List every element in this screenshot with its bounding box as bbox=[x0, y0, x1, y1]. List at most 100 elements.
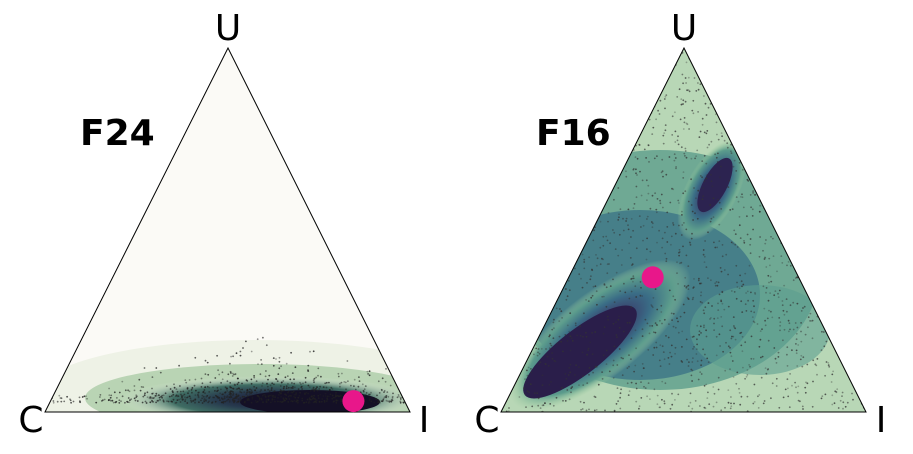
scatter-point bbox=[804, 386, 807, 389]
scatter-point bbox=[293, 386, 296, 389]
scatter-point bbox=[717, 302, 719, 305]
scatter-point bbox=[774, 357, 777, 360]
scatter-point bbox=[281, 401, 283, 403]
scatter-point bbox=[767, 299, 770, 302]
scatter-point bbox=[127, 389, 129, 392]
scatter-point bbox=[821, 330, 823, 333]
scatter-point bbox=[663, 402, 666, 405]
scatter-point bbox=[626, 382, 629, 385]
scatter-point bbox=[135, 396, 138, 399]
scatter-point bbox=[747, 299, 749, 302]
scatter-point bbox=[740, 395, 743, 398]
scatter-point bbox=[669, 351, 671, 354]
scatter-point bbox=[287, 386, 290, 389]
scatter-point bbox=[326, 397, 328, 400]
scatter-point bbox=[311, 395, 313, 398]
scatter-point bbox=[771, 316, 774, 319]
scatter-point bbox=[635, 196, 638, 199]
scatter-point bbox=[842, 401, 845, 404]
scatter-point bbox=[120, 400, 122, 403]
scatter-point bbox=[720, 409, 723, 412]
scatter-point bbox=[248, 392, 251, 395]
scatter-point bbox=[739, 237, 742, 240]
scatter-point bbox=[208, 397, 211, 399]
scatter-point bbox=[365, 394, 367, 396]
scatter-point bbox=[133, 397, 136, 400]
scatter-point bbox=[718, 333, 721, 336]
scatter-point bbox=[134, 399, 137, 402]
scatter-point bbox=[197, 396, 200, 399]
scatter-point bbox=[335, 392, 337, 394]
scatter-point bbox=[370, 400, 373, 403]
scatter-point bbox=[60, 400, 63, 403]
scatter-point bbox=[802, 408, 804, 410]
scatter-point bbox=[282, 380, 285, 382]
scatter-point bbox=[278, 360, 281, 363]
scatter-point bbox=[601, 257, 603, 260]
scatter-point bbox=[764, 324, 767, 327]
scatter-point bbox=[301, 388, 303, 390]
scatter-point bbox=[710, 317, 712, 319]
scatter-point bbox=[194, 401, 196, 404]
scatter-point bbox=[251, 398, 254, 400]
scatter-point bbox=[364, 385, 367, 387]
scatter-point bbox=[277, 373, 280, 375]
scatter-point bbox=[638, 215, 641, 218]
scatter-point bbox=[763, 400, 766, 402]
scatter-point bbox=[640, 226, 642, 228]
scatter-point bbox=[296, 399, 299, 402]
scatter-point bbox=[308, 398, 311, 401]
scatter-point bbox=[635, 296, 638, 298]
scatter-point bbox=[806, 363, 809, 366]
scatter-point bbox=[630, 236, 632, 238]
scatter-point bbox=[226, 380, 229, 383]
scatter-point bbox=[783, 328, 786, 331]
scatter-point bbox=[759, 204, 761, 207]
scatter-point bbox=[690, 374, 693, 377]
scatter-point bbox=[559, 308, 561, 310]
scatter-point bbox=[696, 360, 699, 363]
scatter-point bbox=[311, 388, 314, 391]
scatter-point bbox=[525, 406, 527, 408]
scatter-point bbox=[734, 338, 737, 341]
scatter-point bbox=[820, 397, 823, 400]
scatter-point bbox=[613, 231, 616, 234]
scatter-point bbox=[692, 357, 694, 359]
scatter-point bbox=[668, 289, 671, 292]
scatter-point bbox=[779, 321, 782, 323]
scatter-point bbox=[66, 395, 68, 398]
scatter-point bbox=[265, 401, 268, 403]
scatter-point bbox=[641, 335, 644, 337]
scatter-point bbox=[153, 396, 156, 399]
scatter-point bbox=[128, 390, 131, 393]
scatter-point bbox=[585, 409, 588, 412]
scatter-point bbox=[138, 378, 141, 381]
scatter-point bbox=[766, 368, 769, 371]
scatter-point bbox=[313, 377, 316, 380]
scatter-point bbox=[169, 388, 172, 390]
scatter-point bbox=[601, 371, 603, 373]
scatter-point bbox=[806, 382, 809, 385]
scatter-point bbox=[556, 342, 559, 344]
scatter-point bbox=[745, 375, 748, 378]
scatter-point bbox=[639, 295, 642, 297]
scatter-point bbox=[659, 199, 661, 202]
scatter-point bbox=[203, 389, 206, 391]
scatter-point bbox=[825, 361, 828, 363]
scatter-point bbox=[710, 173, 712, 176]
scatter-point bbox=[643, 367, 645, 369]
scatter-point bbox=[331, 397, 334, 400]
scatter-point bbox=[746, 215, 748, 218]
scatter-point bbox=[536, 392, 539, 395]
scatter-point bbox=[285, 362, 288, 365]
scatter-point bbox=[362, 389, 365, 392]
scatter-point bbox=[651, 306, 654, 309]
scatter-point bbox=[770, 235, 772, 238]
scatter-point bbox=[110, 399, 112, 402]
scatter-point bbox=[179, 401, 182, 403]
scatter-point bbox=[659, 99, 662, 102]
scatter-point bbox=[200, 399, 202, 402]
scatter-point bbox=[250, 401, 253, 404]
scatter-point bbox=[778, 406, 781, 409]
